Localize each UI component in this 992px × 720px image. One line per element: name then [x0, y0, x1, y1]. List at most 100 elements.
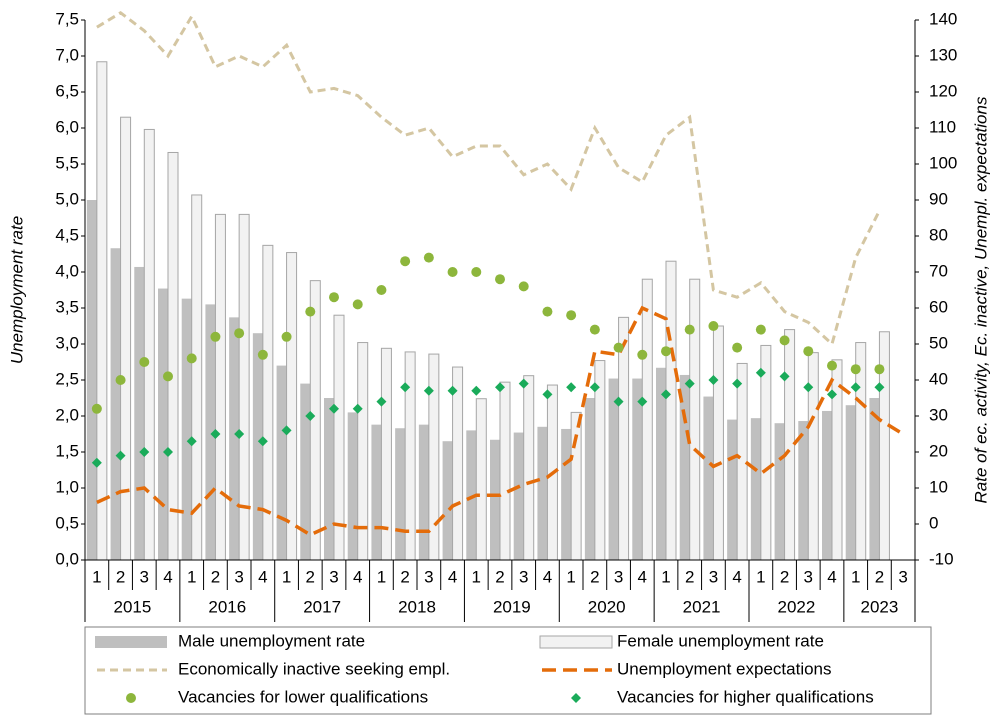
x-tick-label: 4: [732, 567, 741, 586]
year-label: 2018: [398, 597, 436, 616]
x-tick-label: 3: [519, 567, 528, 586]
point: [115, 375, 126, 385]
bar: [371, 424, 382, 560]
y2-tick-label: 20: [929, 441, 948, 460]
point: [827, 389, 837, 400]
x-tick-label: 2: [590, 567, 599, 586]
point: [352, 403, 363, 414]
bar: [608, 378, 619, 560]
y2-tick-label: 40: [929, 369, 948, 388]
point: [542, 306, 553, 317]
bar: [869, 398, 880, 560]
point: [732, 378, 743, 389]
x-tick-label: 1: [187, 567, 196, 586]
bar: [475, 398, 487, 561]
bar: [537, 426, 548, 560]
point: [495, 274, 505, 285]
bar: [784, 329, 796, 561]
x-tick-label: 4: [353, 567, 362, 586]
bar: [205, 304, 216, 560]
y-tick-label: 1,0: [55, 477, 79, 496]
point: [305, 306, 316, 317]
y-tick-label: 5,5: [55, 153, 79, 172]
legend-label: Vacancies for higher qualifications: [617, 687, 874, 706]
x-tick-label: 1: [661, 567, 670, 586]
legend-label: Male unemployment rate: [178, 631, 365, 650]
y2-tick-label: 30: [929, 405, 948, 424]
x-tick-label: 2: [495, 567, 504, 586]
point: [589, 382, 600, 393]
y2-tick-label: 100: [929, 153, 957, 172]
legend-swatch: [126, 693, 136, 703]
x-tick-label: 3: [329, 567, 338, 586]
y-tick-label: 7,0: [55, 45, 79, 64]
x-tick-label: 2: [875, 567, 884, 586]
bar: [712, 325, 724, 561]
legend-swatch: [571, 693, 581, 703]
bar: [120, 116, 132, 561]
x-tick-label: 4: [163, 567, 172, 586]
point: [423, 252, 434, 263]
x-tick-label: 2: [685, 567, 694, 586]
y2-axis-title: Rate of ec. activity, Ec. inactive, Unem…: [971, 96, 990, 503]
bar: [665, 260, 677, 561]
x-tick-label: 1: [92, 567, 101, 586]
y-tick-label: 1,5: [55, 441, 79, 460]
bar: [513, 432, 524, 560]
y-tick-label: 0,5: [55, 513, 79, 532]
y-tick-label: 7,5: [55, 9, 79, 28]
point: [803, 346, 814, 357]
point: [566, 382, 577, 393]
y-tick-label: 3,5: [55, 297, 79, 316]
point: [874, 364, 885, 375]
y2-tick-label: 120: [929, 81, 957, 100]
bar: [229, 317, 240, 560]
point: [661, 389, 671, 400]
point: [186, 353, 197, 364]
y2-tick-label: 10: [929, 477, 948, 496]
x-tick-label: 4: [448, 567, 457, 586]
bar: [252, 333, 263, 560]
y-tick-label: 5,0: [55, 189, 79, 208]
y2-tick-label: 90: [929, 189, 948, 208]
y-tick-label: 4,0: [55, 261, 79, 280]
bar: [523, 375, 535, 561]
bar: [347, 412, 358, 560]
y2-tick-label: 130: [929, 45, 957, 64]
point: [139, 357, 150, 367]
bar: [428, 353, 440, 561]
y2-tick-label: 70: [929, 261, 948, 280]
bar: [750, 418, 761, 560]
bar: [679, 374, 690, 560]
point: [755, 367, 766, 378]
point: [210, 429, 221, 439]
point: [755, 324, 766, 335]
x-tick-label: 1: [756, 567, 765, 586]
x-tick-label: 3: [709, 567, 718, 586]
y2-tick-label: 80: [929, 225, 948, 244]
bar: [286, 252, 298, 561]
legend-label: Economically inactive seeking empl.: [178, 659, 450, 678]
legend-label: Unemployment expectations: [617, 659, 832, 678]
point: [732, 342, 743, 353]
bar: [309, 280, 321, 561]
point: [163, 371, 173, 382]
bar: [831, 359, 843, 561]
point: [779, 335, 790, 346]
point: [589, 324, 600, 335]
point: [850, 364, 861, 375]
bar: [452, 366, 464, 561]
bar: [855, 342, 867, 561]
point: [376, 285, 387, 295]
y2-tick-label: 110: [929, 117, 956, 136]
bar: [822, 410, 832, 560]
point: [518, 281, 529, 292]
point: [329, 403, 339, 414]
x-tick-label: 3: [898, 567, 907, 586]
bar: [618, 316, 630, 561]
year-label: 2016: [208, 597, 246, 616]
point: [684, 324, 695, 335]
bar: [490, 439, 500, 560]
point: [708, 321, 719, 331]
